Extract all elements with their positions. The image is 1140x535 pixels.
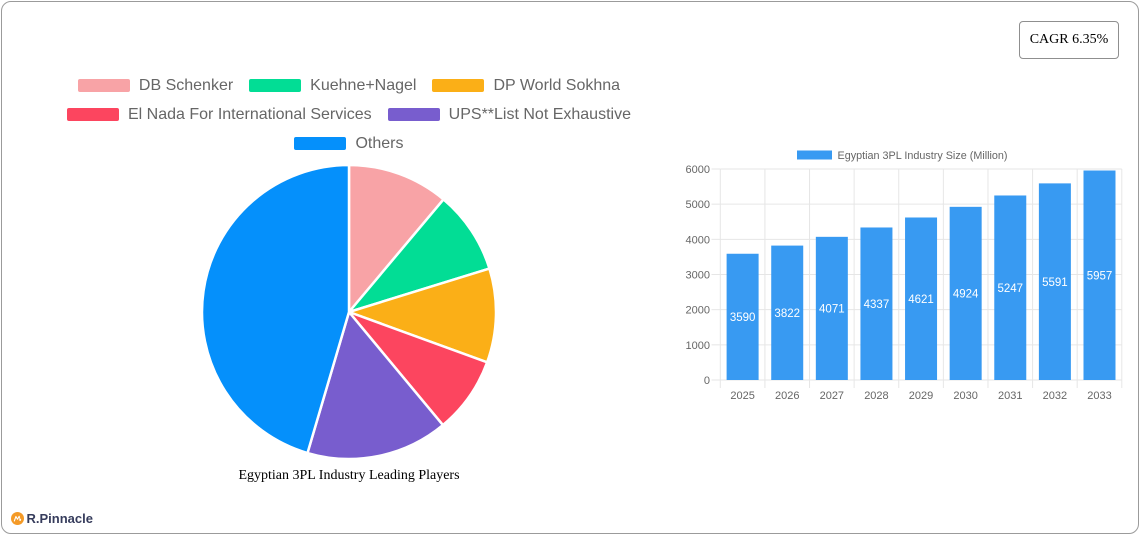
svg-text:3000: 3000 bbox=[686, 270, 710, 282]
svg-text:3590: 3590 bbox=[730, 312, 756, 324]
svg-text:2025: 2025 bbox=[730, 390, 754, 402]
svg-text:4000: 4000 bbox=[686, 234, 710, 246]
svg-text:2000: 2000 bbox=[686, 305, 710, 317]
svg-text:2030: 2030 bbox=[953, 390, 977, 402]
svg-text:6000: 6000 bbox=[686, 164, 710, 176]
svg-text:4621: 4621 bbox=[908, 294, 934, 306]
svg-text:5000: 5000 bbox=[686, 199, 710, 211]
svg-text:0: 0 bbox=[704, 375, 710, 387]
svg-text:5957: 5957 bbox=[1087, 270, 1113, 282]
svg-text:4337: 4337 bbox=[864, 299, 890, 311]
svg-text:2026: 2026 bbox=[775, 390, 799, 402]
svg-text:2032: 2032 bbox=[1043, 390, 1067, 402]
svg-text:2033: 2033 bbox=[1087, 390, 1111, 402]
svg-text:4924: 4924 bbox=[953, 289, 979, 301]
svg-text:1000: 1000 bbox=[686, 340, 710, 352]
svg-text:4071: 4071 bbox=[819, 304, 845, 316]
svg-text:2028: 2028 bbox=[864, 390, 888, 402]
svg-text:5591: 5591 bbox=[1042, 277, 1068, 289]
svg-text:5247: 5247 bbox=[997, 283, 1023, 295]
svg-text:Egyptian 3PL Industry Size (Mi: Egyptian 3PL Industry Size (Million) bbox=[838, 150, 1008, 162]
svg-text:2029: 2029 bbox=[909, 390, 933, 402]
svg-text:2027: 2027 bbox=[820, 390, 844, 402]
svg-text:3822: 3822 bbox=[774, 308, 800, 320]
svg-text:2031: 2031 bbox=[998, 390, 1022, 402]
